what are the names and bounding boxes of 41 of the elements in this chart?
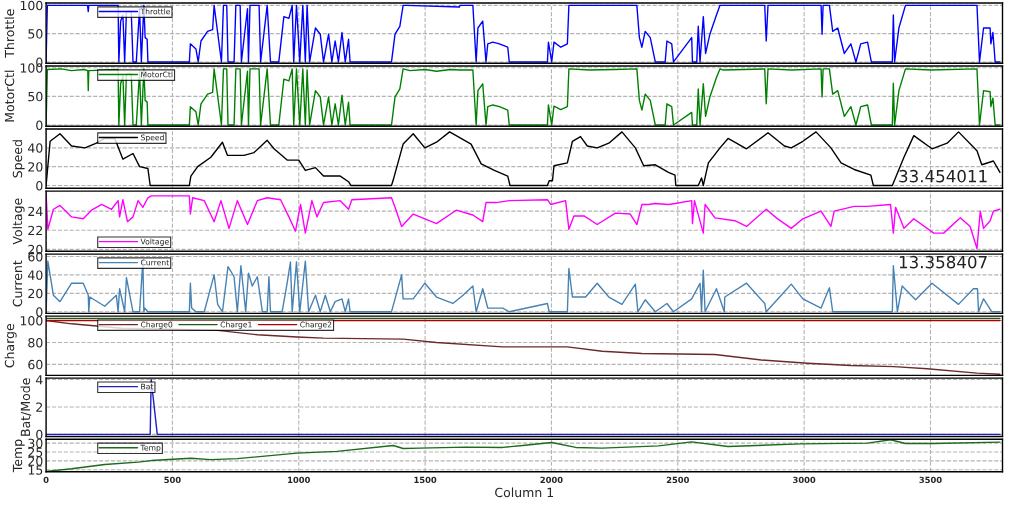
y-axis-title: MotorCtl <box>4 70 15 122</box>
y-tick-label: 25 <box>28 447 43 457</box>
y-tick-label: 0 <box>36 180 43 191</box>
y-tick-label: 0 <box>36 307 43 317</box>
y-tick-label: 20 <box>28 456 43 466</box>
y-axis-title: Voltage <box>12 198 25 245</box>
y-tick-label: 50 <box>28 91 43 102</box>
y-axis-title: Speed <box>12 140 25 178</box>
y-tick-label: 20 <box>28 288 43 299</box>
y-tick-label: 20 <box>28 162 43 172</box>
x-tick-label: 500 <box>164 476 181 484</box>
y-tick-label: 30 <box>28 438 43 449</box>
y-tick-label: 2 <box>36 402 43 412</box>
y-tick-label: 50 <box>28 29 43 39</box>
x-tick-label: 0 <box>43 476 49 484</box>
y-tick-label: 40 <box>28 143 43 153</box>
y-axis-title: Temp <box>12 439 25 473</box>
annotation: 13.358407 <box>899 255 987 269</box>
x-tick-label: 2000 <box>540 476 563 484</box>
y-tick-label: 100 <box>20 316 43 326</box>
y-tick-label: 15 <box>28 465 43 475</box>
y-tick-label: 100 <box>20 0 43 11</box>
x-tick-label: 1000 <box>288 476 310 484</box>
x-tick-label: 1500 <box>414 476 437 484</box>
y-axis-title: Current <box>12 260 23 307</box>
x-tick-label: 3500 <box>919 476 942 484</box>
y-tick-label: 80 <box>28 337 43 348</box>
y-tick-label: 60 <box>28 359 43 370</box>
y-tick-label: 40 <box>28 270 43 280</box>
x-tick-label: 3000 <box>793 476 816 484</box>
x-tick-label: 2500 <box>666 476 689 484</box>
y-tick-label: 24 <box>28 206 43 216</box>
y-axis-title: Throttle <box>4 9 15 58</box>
y-tick-label: 0 <box>36 429 43 440</box>
annotation: 33.454011 <box>899 169 987 183</box>
y-tick-label: 4 <box>35 375 43 385</box>
y-axis-title: Charge <box>4 323 17 368</box>
x-axis-title: Column 1 <box>495 487 554 498</box>
y-tick-label: 22 <box>28 225 43 236</box>
y-axis-title: Bat/Mode <box>20 378 32 436</box>
y-tick-label: 0 <box>36 120 43 130</box>
